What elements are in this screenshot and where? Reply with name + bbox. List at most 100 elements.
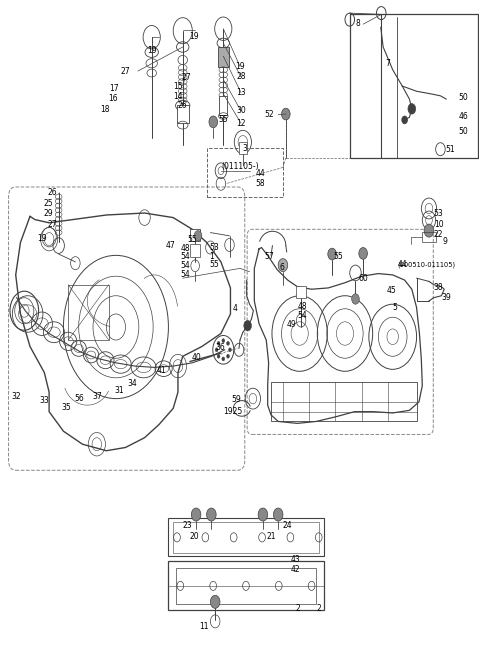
Text: 26: 26	[178, 101, 188, 110]
Text: 54: 54	[180, 261, 190, 269]
Text: 50: 50	[458, 127, 468, 136]
Text: 43: 43	[291, 555, 301, 564]
Text: 2: 2	[316, 604, 321, 613]
Circle shape	[222, 339, 225, 343]
Text: 52: 52	[265, 111, 275, 119]
Text: 19: 19	[147, 46, 156, 56]
Text: 60: 60	[359, 274, 368, 283]
Circle shape	[328, 249, 336, 260]
Text: 55: 55	[218, 115, 228, 124]
Text: 34: 34	[127, 379, 137, 388]
Bar	[350, 14, 478, 158]
Text: 35: 35	[61, 403, 71, 411]
Circle shape	[210, 595, 220, 608]
Bar	[219, 97, 227, 114]
Bar	[296, 286, 306, 298]
Text: 29: 29	[43, 209, 53, 218]
Text: 7: 7	[385, 60, 390, 69]
Text: 49: 49	[286, 320, 296, 329]
Text: 38: 38	[434, 283, 444, 292]
Text: 1: 1	[209, 252, 214, 261]
Circle shape	[274, 508, 283, 521]
Text: 19: 19	[235, 62, 245, 71]
Text: 30: 30	[236, 107, 246, 115]
Circle shape	[217, 341, 220, 345]
Bar	[68, 284, 109, 340]
Circle shape	[222, 357, 225, 361]
Text: 18: 18	[101, 105, 110, 114]
Text: 39: 39	[441, 293, 451, 302]
Text: 48: 48	[180, 244, 190, 252]
Circle shape	[215, 348, 218, 352]
Bar	[239, 142, 247, 154]
Text: 51: 51	[445, 145, 455, 154]
Text: 17: 17	[109, 84, 119, 93]
Text: 13: 13	[236, 88, 246, 97]
Text: 57: 57	[264, 252, 275, 260]
Circle shape	[281, 108, 290, 120]
Text: 40: 40	[192, 353, 201, 362]
Text: 47: 47	[166, 241, 176, 250]
Text: 9: 9	[443, 237, 447, 245]
Circle shape	[209, 116, 217, 128]
Text: 56: 56	[74, 394, 84, 403]
Text: 6: 6	[279, 264, 284, 272]
Bar	[168, 561, 324, 610]
Text: 53: 53	[434, 209, 444, 218]
Text: 48: 48	[297, 301, 307, 311]
Text: 37: 37	[92, 392, 102, 401]
Text: 2: 2	[296, 604, 300, 613]
Text: 14: 14	[173, 92, 182, 101]
Bar	[206, 148, 283, 197]
Text: 45: 45	[387, 286, 397, 295]
Bar	[271, 383, 417, 421]
Bar	[176, 568, 316, 604]
Circle shape	[402, 116, 408, 124]
Bar	[218, 47, 228, 67]
Text: (011105-): (011105-)	[221, 162, 259, 171]
Text: 46: 46	[458, 111, 468, 120]
Circle shape	[244, 320, 252, 331]
Circle shape	[227, 354, 229, 358]
Text: 42: 42	[291, 565, 300, 574]
Text: 11: 11	[200, 622, 209, 631]
Text: 19: 19	[37, 234, 48, 243]
Text: 54: 54	[297, 311, 307, 320]
Text: 5: 5	[393, 303, 397, 312]
Text: 20: 20	[189, 532, 199, 542]
Bar	[191, 244, 200, 256]
Text: 26: 26	[47, 188, 57, 198]
Circle shape	[227, 341, 229, 345]
Text: 36: 36	[216, 343, 226, 353]
Circle shape	[408, 103, 416, 114]
Text: 50: 50	[458, 94, 468, 102]
Text: 21: 21	[266, 532, 276, 542]
Text: 58: 58	[256, 179, 265, 188]
Bar	[422, 232, 436, 243]
Text: 16: 16	[108, 94, 118, 103]
Text: 8: 8	[356, 19, 360, 28]
Text: 32: 32	[11, 392, 21, 400]
Text: 55: 55	[188, 235, 198, 243]
Text: 22: 22	[434, 230, 443, 239]
Bar	[173, 522, 319, 553]
Text: 3: 3	[243, 144, 248, 153]
Text: 53: 53	[209, 243, 219, 252]
Text: 54: 54	[180, 270, 190, 279]
Text: 1925: 1925	[223, 407, 242, 415]
Text: 4: 4	[232, 304, 237, 313]
Text: 44: 44	[397, 260, 407, 269]
Text: 15: 15	[173, 82, 182, 91]
Text: 28: 28	[236, 73, 246, 82]
Bar	[191, 230, 200, 241]
Text: 54: 54	[180, 252, 190, 261]
Text: 33: 33	[39, 396, 49, 405]
Bar	[168, 519, 324, 557]
Text: 41: 41	[157, 366, 167, 375]
Text: 27: 27	[47, 220, 57, 229]
Text: 12: 12	[236, 118, 246, 128]
Circle shape	[217, 354, 220, 358]
Circle shape	[359, 248, 367, 259]
Text: 19: 19	[189, 32, 199, 41]
Text: 27: 27	[120, 67, 130, 77]
